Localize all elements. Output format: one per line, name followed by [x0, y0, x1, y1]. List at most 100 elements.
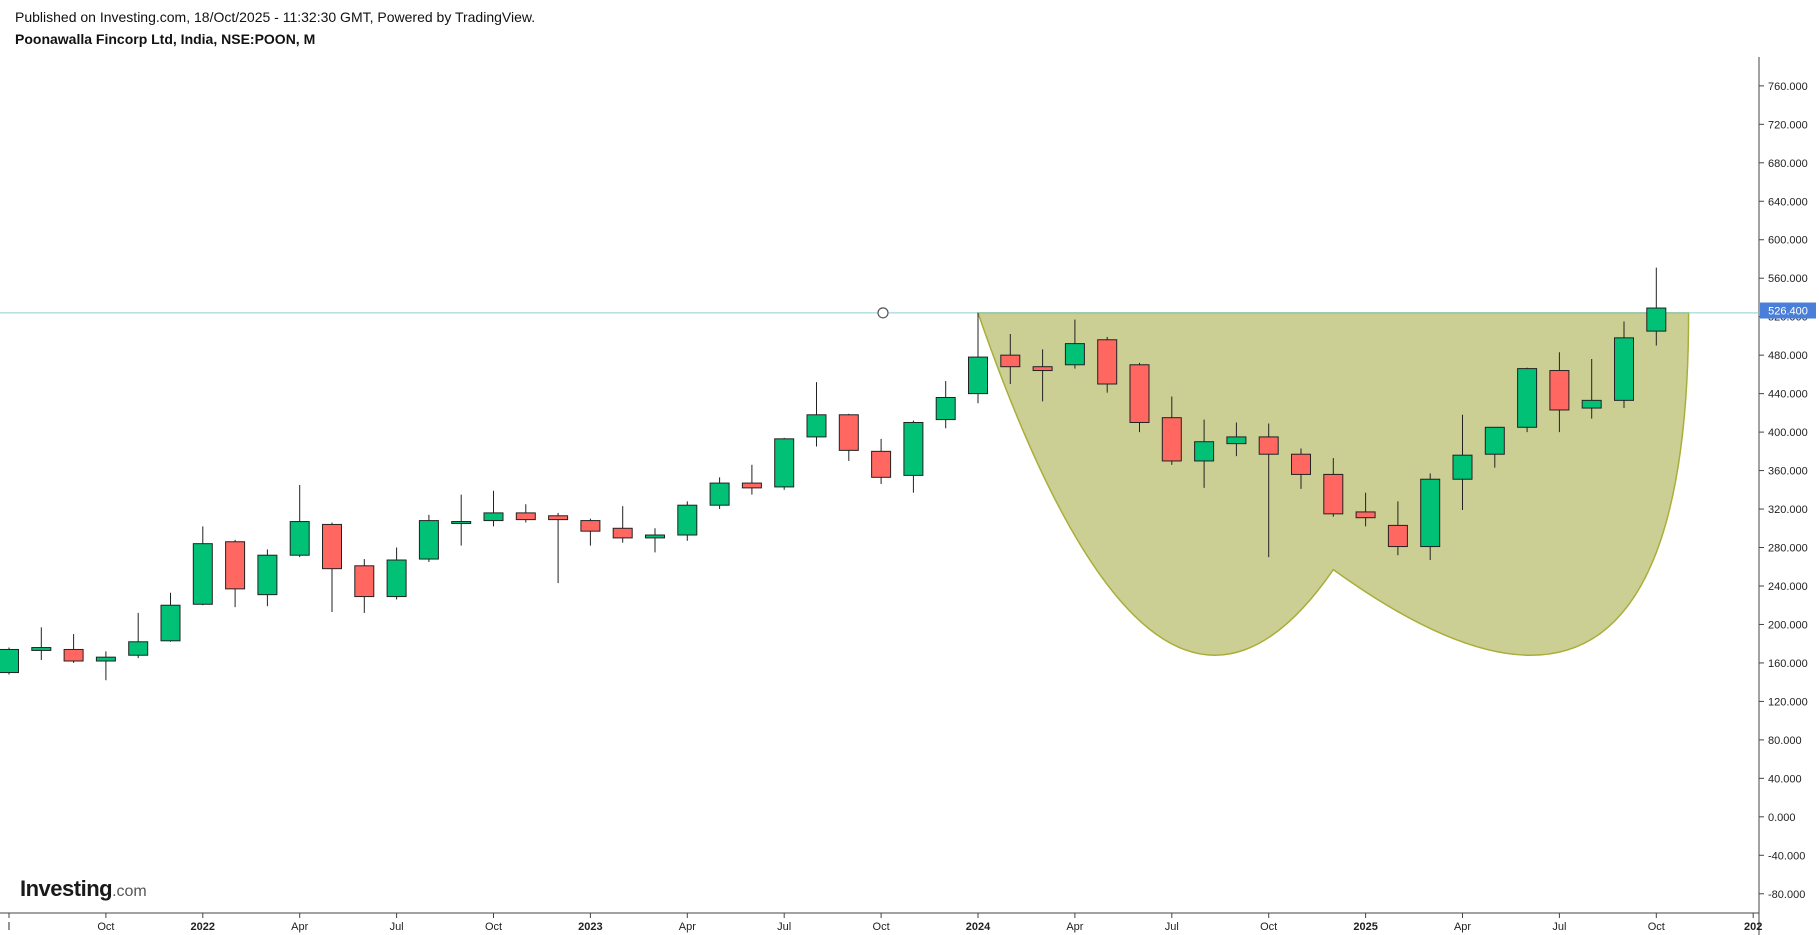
x-tick-label: 2024 [966, 921, 991, 933]
candle-2024-06[interactable] [1129, 362, 1150, 433]
candle-2023-01[interactable] [580, 518, 601, 546]
x-tick-label: Jul [390, 921, 404, 933]
candle-body [225, 541, 246, 590]
candle-body [903, 421, 924, 476]
candle-2024-12[interactable] [1323, 458, 1344, 517]
candle-2022-11[interactable] [515, 504, 536, 523]
candle-2021-11[interactable] [128, 612, 149, 659]
candle-2022-12[interactable] [548, 512, 569, 584]
last-price-label: 526.400 [1768, 306, 1808, 318]
candle-2022-03[interactable] [257, 549, 278, 607]
candle-2022-01[interactable] [192, 526, 213, 606]
y-tick-label: 240.000 [1768, 581, 1808, 593]
candle-2022-04[interactable] [289, 485, 310, 558]
x-tick-label: Apr [291, 921, 308, 933]
candle-2024-08[interactable] [1194, 419, 1215, 488]
candle-2024-07[interactable] [1161, 396, 1182, 465]
candle-2023-11[interactable] [903, 420, 924, 493]
candle-body [1032, 366, 1053, 372]
candle-body [515, 512, 536, 521]
candle-body [677, 504, 698, 536]
y-tick-label: -80.000 [1768, 889, 1805, 901]
candle-2021-10[interactable] [95, 651, 116, 681]
candle-2023-06[interactable] [741, 464, 762, 495]
x-tick-label: Oct [873, 921, 890, 933]
candle-body [322, 523, 342, 570]
candle-2025-05[interactable] [1484, 426, 1505, 468]
x-tick-label: 202 [1744, 921, 1762, 933]
candle-2023-12[interactable] [935, 381, 956, 429]
candle-2024-11[interactable] [1291, 448, 1311, 489]
y-tick-label: -40.000 [1768, 850, 1805, 862]
line-handle-icon[interactable] [877, 307, 889, 319]
candle-body [354, 565, 375, 598]
candle-2021-08[interactable] [31, 627, 52, 661]
candle-2022-10[interactable] [483, 490, 504, 527]
candle-2022-06[interactable] [354, 559, 375, 613]
candle-2023-09[interactable] [838, 413, 859, 461]
candle-2025-10[interactable] [1646, 267, 1667, 346]
candle-2022-09[interactable] [451, 494, 472, 546]
candle-2021-07[interactable] [0, 647, 19, 675]
candle-2021-09[interactable] [63, 634, 84, 663]
candle-body [483, 512, 504, 522]
candle-body [1517, 368, 1538, 428]
candle-2022-07[interactable] [386, 547, 407, 600]
candle-body [1484, 426, 1505, 455]
candle-body [160, 604, 181, 642]
candle-2025-09[interactable] [1614, 321, 1634, 409]
y-tick-label: 440.000 [1768, 389, 1808, 401]
candle-2024-02[interactable] [1000, 333, 1021, 385]
candle-body [838, 414, 859, 451]
published-info: Published on Investing.com, 18/Oct/2025 … [15, 9, 536, 25]
candle-body [1226, 436, 1247, 445]
candle-2023-04[interactable] [677, 501, 698, 541]
candle-body [741, 482, 762, 489]
x-tick-label: l [8, 921, 10, 933]
candle-2023-05[interactable] [709, 477, 730, 510]
candle-2024-05[interactable] [1097, 336, 1118, 393]
y-tick-label: 320.000 [1768, 504, 1808, 516]
candle-2025-06[interactable] [1517, 367, 1538, 433]
x-tick-label: Oct [1648, 921, 1665, 933]
candle-body [871, 450, 892, 478]
candle-2023-10[interactable] [871, 438, 892, 485]
candle-2022-02[interactable] [225, 539, 246, 608]
y-tick-label: 400.000 [1768, 427, 1808, 439]
candle-body [95, 656, 116, 662]
candle-2024-10[interactable] [1258, 423, 1279, 558]
candle-2023-08[interactable] [806, 382, 827, 447]
candle-body [580, 520, 601, 532]
candle-2022-08[interactable] [418, 514, 439, 562]
candle-body [289, 521, 310, 556]
candle-2023-02[interactable] [612, 506, 633, 543]
candle-2025-02[interactable] [1387, 501, 1408, 556]
candle-body [1000, 354, 1021, 368]
x-tick-label: Jul [1552, 921, 1566, 933]
candle-2024-04[interactable] [1064, 319, 1085, 369]
y-tick-label: 560.000 [1768, 273, 1808, 285]
candle-2024-03[interactable] [1032, 349, 1053, 402]
candle-body [1614, 337, 1634, 401]
candle-2024-01[interactable] [968, 312, 988, 404]
candle-body [645, 534, 665, 539]
candle-2021-12[interactable] [160, 592, 181, 642]
candle-body [1452, 454, 1473, 480]
candle-2022-05[interactable] [322, 522, 342, 612]
y-tick-label: 720.000 [1768, 119, 1808, 131]
candle-body [806, 414, 827, 438]
candle-2024-09[interactable] [1226, 422, 1247, 457]
candle-2025-01[interactable] [1355, 492, 1376, 527]
candle-2025-04[interactable] [1452, 414, 1473, 511]
symbol-title: Poonawalla Fincorp Ltd, India, NSE:POON,… [15, 31, 316, 47]
candle-2025-07[interactable] [1549, 352, 1570, 433]
candle-2025-08[interactable] [1581, 359, 1602, 419]
candle-2023-03[interactable] [645, 528, 665, 553]
y-tick-label: 360.000 [1768, 466, 1808, 478]
candle-2023-07[interactable] [774, 437, 795, 490]
candle-2025-03[interactable] [1420, 473, 1441, 561]
y-tick-label: 0.000 [1768, 812, 1796, 824]
last-price-tag [1760, 302, 1816, 319]
candle-body [1355, 511, 1376, 519]
